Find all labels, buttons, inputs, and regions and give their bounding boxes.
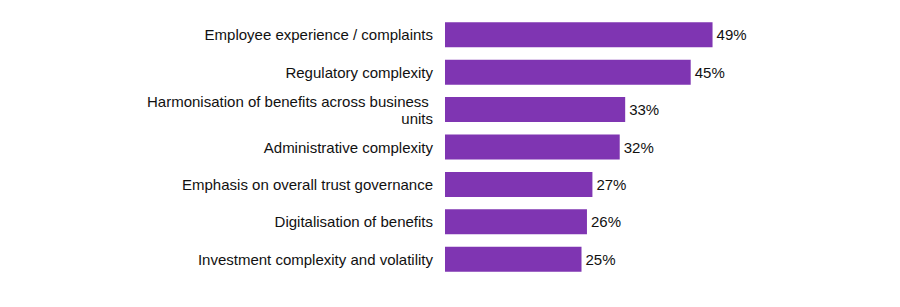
svg-text:32%: 32% [624, 139, 654, 156]
svg-text:33%: 33% [629, 101, 659, 118]
svg-text:Digitalisation of benefits: Digitalisation of benefits [275, 213, 433, 230]
svg-text:Emphasis on overall trust gove: Emphasis on overall trust governance [182, 176, 433, 193]
svg-text:45%: 45% [695, 64, 725, 81]
svg-text:Administrative complexity: Administrative complexity [264, 139, 434, 156]
svg-text:27%: 27% [596, 176, 626, 193]
svg-text:49%: 49% [717, 26, 747, 43]
svg-text:units: units [401, 110, 433, 127]
svg-text:25%: 25% [586, 251, 616, 268]
svg-text:Regulatory complexity: Regulatory complexity [285, 64, 433, 81]
svg-text:Investment complexity and vola: Investment complexity and volatility [198, 251, 434, 268]
svg-text:26%: 26% [591, 213, 621, 230]
svg-text:Employee experience / complain: Employee experience / complaints [205, 26, 433, 43]
svg-text:Harmonisation of benefits acro: Harmonisation of benefits across busines… [147, 93, 433, 110]
